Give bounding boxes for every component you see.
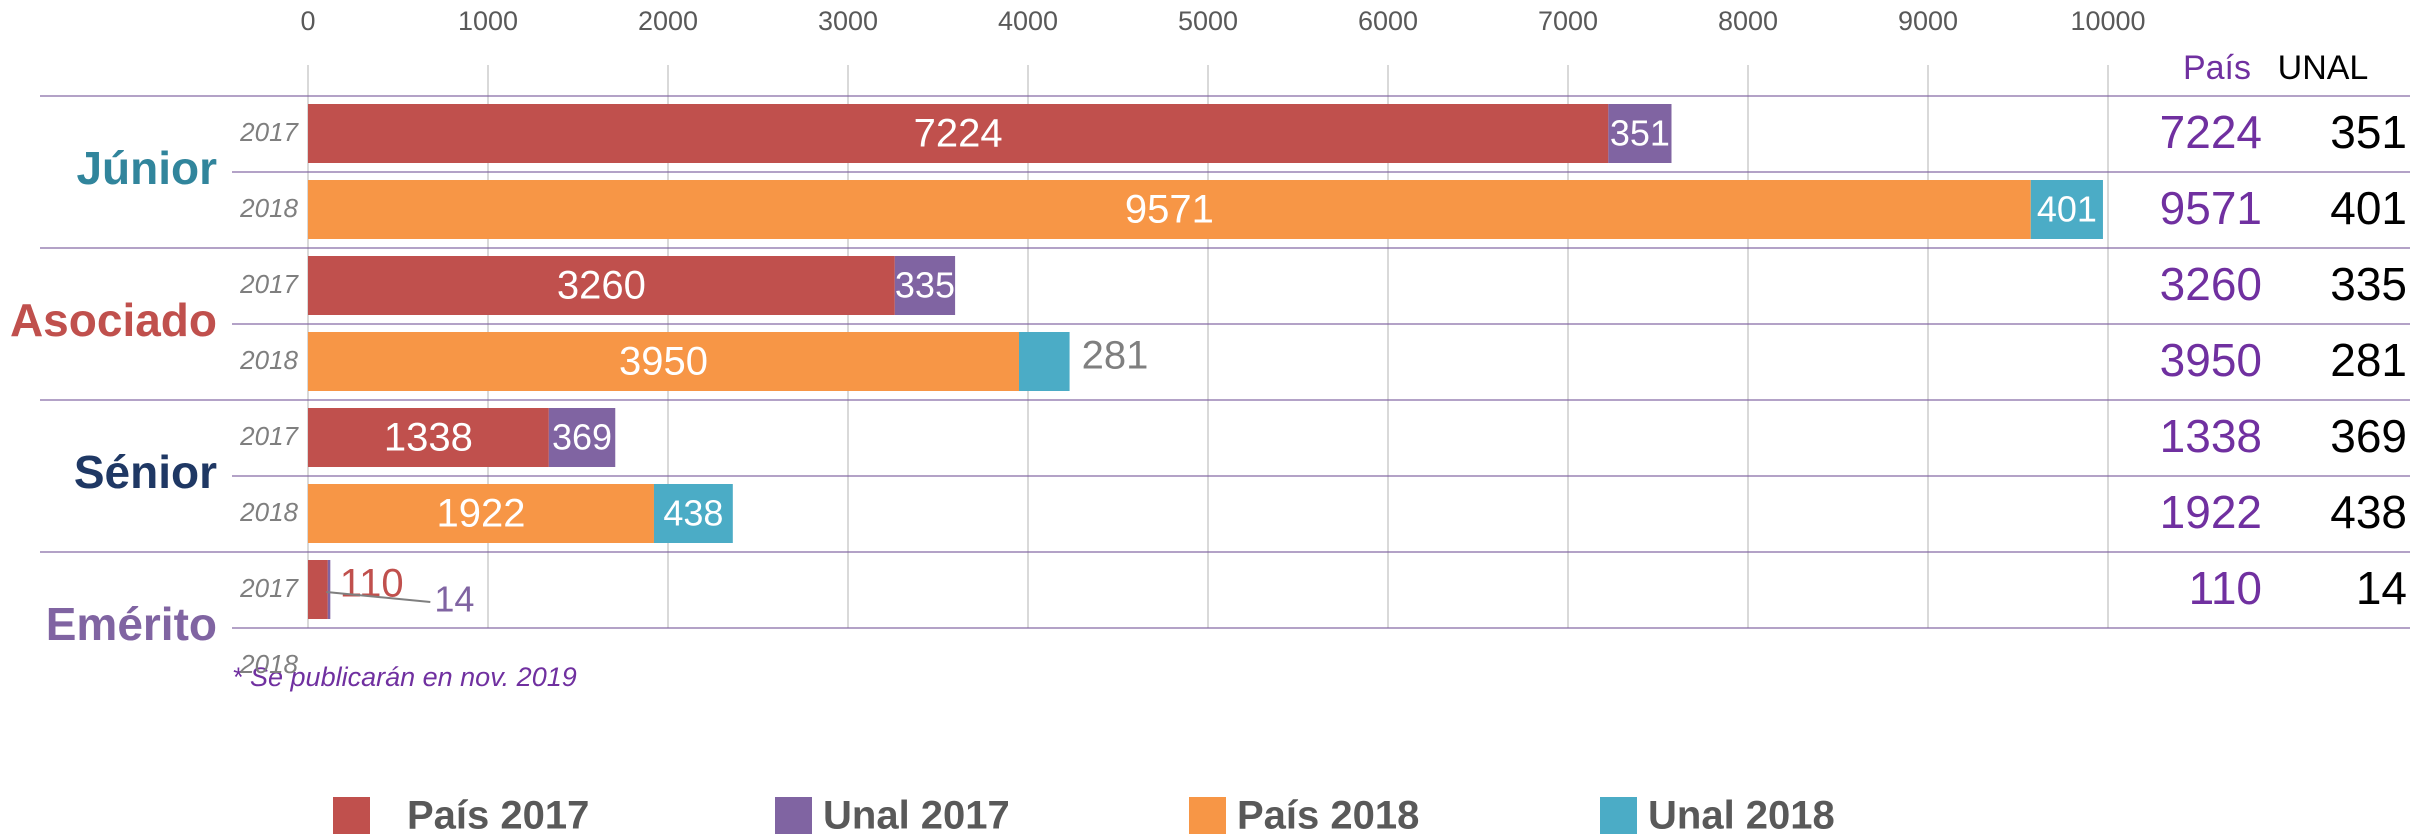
bar-segment (308, 104, 1609, 163)
table-value: 335 (2330, 258, 2407, 310)
data-label: 9571 (1125, 188, 1214, 232)
data-label: 3260 (557, 264, 646, 308)
bar-segment (653, 484, 733, 543)
year-label: 2017 (239, 269, 299, 299)
group-label: Asociado (10, 294, 217, 346)
x-tick-label: 2000 (638, 6, 698, 36)
legend-swatch (333, 797, 370, 834)
group-label: Emérito (46, 598, 217, 650)
bar-segment (308, 408, 549, 467)
table-value: 1922 (2160, 486, 2262, 538)
bar-segment (894, 256, 956, 315)
bar-segment (308, 484, 654, 543)
data-label: 351 (1610, 113, 1670, 154)
year-label: 2017 (239, 421, 299, 451)
x-tick-label: 5000 (1178, 6, 1238, 36)
annotation: * Se publicarán en nov. 2019 (232, 662, 577, 692)
table-value: 281 (2330, 334, 2407, 386)
legend-label: Unal 2017 (823, 794, 1010, 838)
year-label: 2017 (239, 573, 299, 603)
table-value: 110 (2189, 562, 2262, 614)
legend-swatch (1189, 797, 1226, 834)
group-label: Júnior (76, 142, 217, 194)
legend-label: Unal 2018 (1648, 794, 1835, 838)
bar-segment (308, 180, 2031, 239)
table-value: 14 (2356, 562, 2407, 614)
x-tick-label: 3000 (818, 6, 878, 36)
x-tick-label: 8000 (1718, 6, 1778, 36)
table-value: 9571 (2160, 182, 2262, 234)
year-label: 2018 (239, 345, 298, 375)
bar-segment (308, 560, 328, 619)
data-label: 1338 (384, 416, 473, 460)
x-tick-label: 4000 (998, 6, 1058, 36)
year-label: 2017 (239, 117, 299, 147)
table-value: 1338 (2160, 410, 2262, 462)
data-label: 14 (434, 579, 474, 620)
legend-label: País 2018 (1237, 794, 1419, 838)
table-value: 401 (2330, 182, 2407, 234)
bar-segment (2030, 180, 2103, 239)
group-label: Sénior (74, 446, 217, 498)
table-value: 3260 (2160, 258, 2262, 310)
legend-label: País 2017 (407, 794, 589, 838)
bar-segment (308, 332, 1019, 391)
table-header: UNAL (2278, 49, 2369, 87)
data-label: 281 (1082, 334, 1149, 378)
x-tick-label: 1000 (458, 6, 518, 36)
x-tick-label: 9000 (1898, 6, 1958, 36)
x-tick-label: 7000 (1538, 6, 1598, 36)
data-label: 7224 (914, 112, 1003, 156)
x-tick-label: 6000 (1358, 6, 1418, 36)
data-label: 438 (663, 493, 723, 534)
year-label: 2018 (239, 193, 298, 223)
table-value: 369 (2330, 410, 2407, 462)
bar-segment (327, 560, 331, 619)
data-label: 401 (2037, 189, 2097, 230)
legend-swatch (1600, 797, 1637, 834)
table-value: 438 (2330, 486, 2407, 538)
x-tick-label: 0 (300, 6, 315, 36)
table-value: 7224 (2160, 106, 2262, 158)
data-label: 335 (895, 265, 955, 306)
data-label: 369 (552, 417, 612, 458)
bar-segment (308, 256, 895, 315)
x-tick-label: 10000 (2070, 6, 2145, 36)
bar-segment (1608, 104, 1672, 163)
data-label: 3950 (619, 340, 708, 384)
bar-segment (1019, 332, 1070, 391)
year-label: 2018 (239, 649, 298, 679)
legend-swatch (775, 797, 812, 834)
leader-line (326, 591, 431, 603)
table-value: 351 (2330, 106, 2407, 158)
table-value: 3950 (2160, 334, 2262, 386)
year-label: 2018 (239, 497, 298, 527)
data-label: 1922 (436, 492, 525, 536)
bar-segment (548, 408, 616, 467)
table-header: País (2183, 49, 2251, 87)
